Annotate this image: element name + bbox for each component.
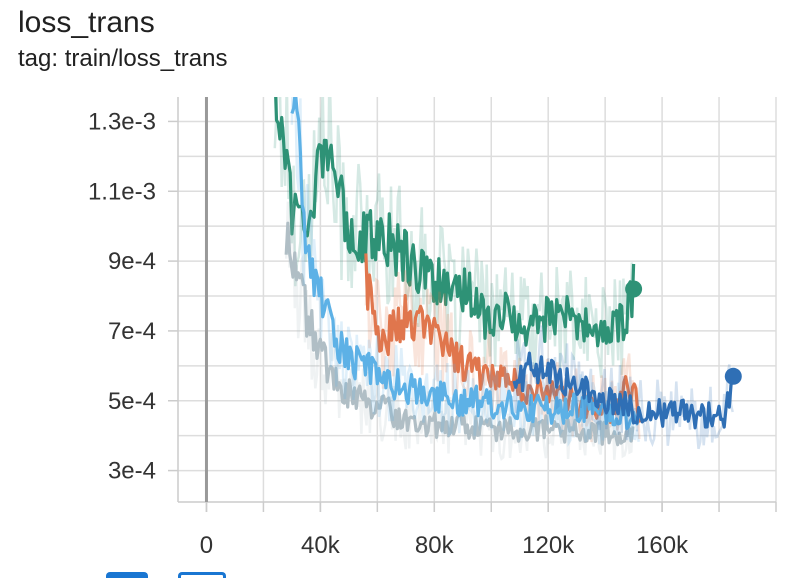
tick-labels: 0 40k 80k 120k 160k 3e-4 5e-4 7e-4 9e-4 1.1e-3 1.3… (88, 108, 689, 559)
chart-subtitle: tag: train/loss_trans (18, 45, 228, 72)
series-raw-line (273, 97, 635, 378)
x-tick-label: 160k (636, 532, 689, 559)
download-button[interactable] (178, 572, 226, 578)
expand-button[interactable] (106, 572, 148, 578)
series-line[interactable] (290, 91, 641, 431)
y-tick-label: 1.3e-3 (88, 108, 156, 135)
y-tick-label: 7e-4 (108, 318, 156, 345)
chart-title: loss_trans (18, 6, 155, 39)
x-tick-label: 120k (522, 532, 575, 559)
y-tick-label: 9e-4 (108, 248, 156, 275)
x-tick-label: 80k (415, 532, 455, 559)
series-end-marker[interactable] (625, 280, 643, 298)
series-end-marker[interactable] (724, 367, 742, 385)
series-layer (273, 70, 735, 461)
series-line[interactable] (512, 351, 735, 430)
y-tick-label: 3e-4 (108, 458, 156, 485)
fit-domain-button[interactable] (32, 572, 72, 578)
y-tick-label: 5e-4 (108, 388, 156, 415)
axes (168, 97, 777, 512)
y-tick-label: 1.1e-3 (88, 178, 156, 205)
series-line[interactable] (274, 70, 636, 348)
x-tick-label: 40k (301, 532, 341, 559)
x-tick-label: 0 (200, 532, 213, 559)
